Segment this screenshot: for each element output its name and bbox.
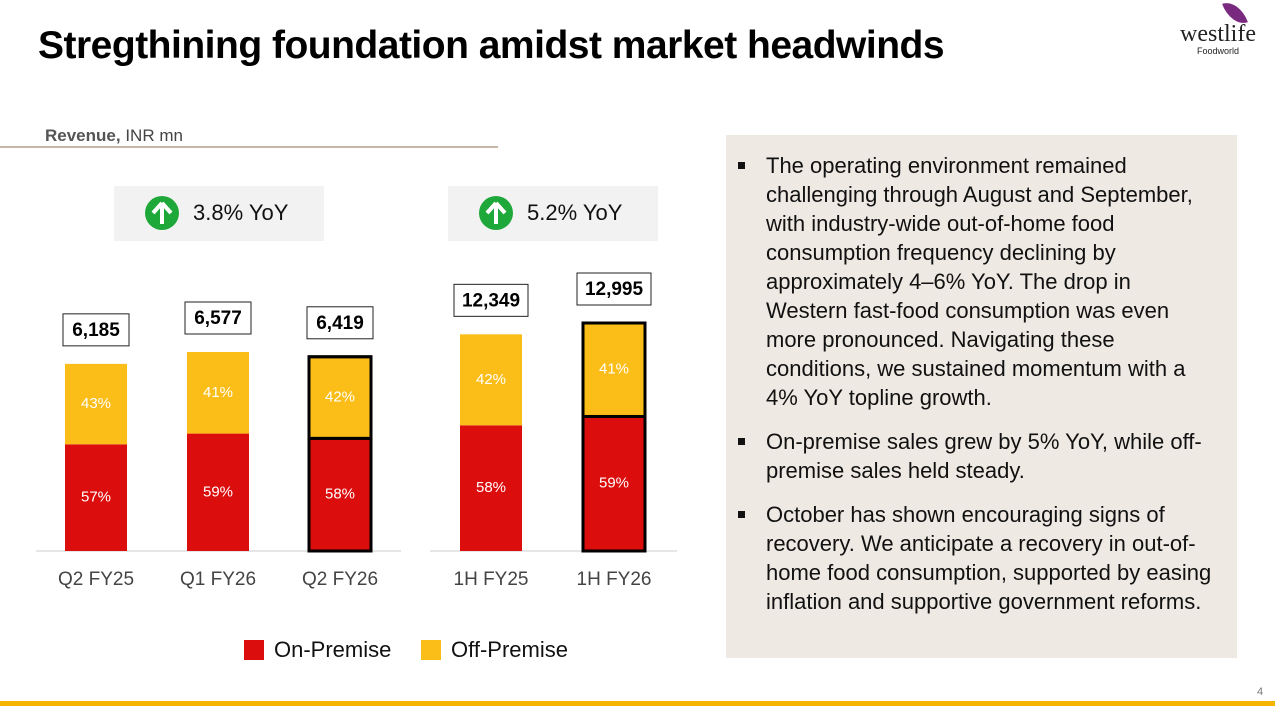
bar-segment <box>460 425 522 551</box>
segment-label: 41% <box>203 384 233 401</box>
legend-swatch <box>244 640 264 660</box>
total-label: 12,995 <box>585 279 644 300</box>
section-header: Revenue, INR mn <box>45 126 183 146</box>
total-label: 6,419 <box>316 313 364 334</box>
bar-segment <box>187 352 249 434</box>
x-tick-label: 1H FY26 <box>577 569 652 590</box>
bar-segment <box>187 433 249 551</box>
slide-title: Stregthining foundation amidst market he… <box>38 24 945 67</box>
total-box <box>576 272 652 306</box>
bar-segment <box>307 436 373 553</box>
bar-segment <box>460 334 522 426</box>
logo-sub: Foodworld <box>1196 46 1240 56</box>
page-number: 4 <box>1257 686 1264 698</box>
section-rule <box>0 146 498 148</box>
total-box <box>62 313 130 347</box>
total-label: 6,577 <box>194 308 242 329</box>
bar-total <box>581 321 647 553</box>
segment-label: 42% <box>325 389 355 406</box>
total-label: 6,185 <box>72 320 120 341</box>
commentary-panel: The operating environment remained chall… <box>726 135 1237 658</box>
segment-label: 59% <box>203 483 233 500</box>
logo: westlife Foodworld <box>1172 22 1264 56</box>
total-box <box>184 301 252 335</box>
segment-label: 43% <box>81 395 111 412</box>
total-box <box>453 283 529 317</box>
legend-label: Off-Premise <box>451 637 568 662</box>
legend-label: On-Premise <box>274 637 391 662</box>
segment-label: 57% <box>81 489 111 506</box>
total-box <box>306 306 374 340</box>
x-tick-label: Q1 FY26 <box>180 569 256 590</box>
x-tick-label: Q2 FY25 <box>58 569 134 590</box>
segment-label: 42% <box>476 371 506 388</box>
segment-label: 59% <box>599 475 629 492</box>
footer-rule <box>0 701 1275 706</box>
callout-text: 3.8% YoY <box>193 200 289 225</box>
callout-text: 5.2% YoY <box>527 200 623 225</box>
legend-swatch <box>421 640 441 660</box>
up-arrow <box>151 201 173 224</box>
segment-label: 58% <box>325 486 355 503</box>
bar-total <box>307 355 373 553</box>
section-label: Revenue, <box>45 126 121 145</box>
bar-segment <box>65 363 127 445</box>
segment-label: 41% <box>599 361 629 378</box>
bullet: The operating environment remained chall… <box>738 151 1215 412</box>
x-tick-label: 1H FY25 <box>454 569 529 590</box>
section-unit: INR mn <box>125 126 183 145</box>
bullet: October has shown encouraging signs of r… <box>738 500 1215 616</box>
bullet-list: The operating environment remained chall… <box>738 151 1215 616</box>
x-tick-label: Q2 FY26 <box>302 569 378 590</box>
chart: 3.8% YoY 57% 43% 6,185 Q2 FY25 59% 41% 6,577 Q1 … <box>36 186 677 662</box>
bar-segment <box>65 444 127 551</box>
bullet: On-premise sales grew by 5% YoY, while o… <box>738 427 1215 485</box>
total-label: 12,349 <box>462 290 520 311</box>
logo-name: westlife <box>1180 21 1256 47</box>
up-arrow <box>485 201 507 224</box>
segment-label: 58% <box>476 479 506 496</box>
